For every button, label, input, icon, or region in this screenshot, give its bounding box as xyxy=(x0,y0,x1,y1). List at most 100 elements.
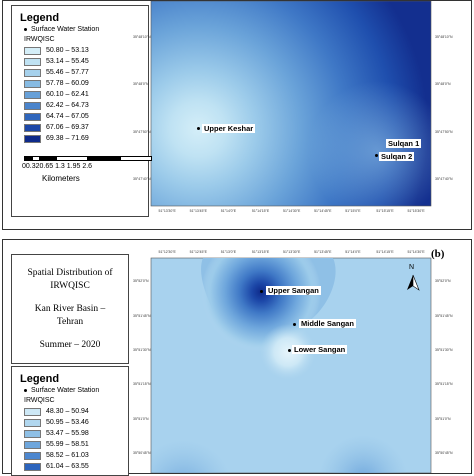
legend-class: 60.10 – 62.41 xyxy=(24,89,148,100)
legend-class: 48.30 – 50.94 xyxy=(24,406,128,417)
legend-class: 58.52 – 61.03 xyxy=(24,450,128,461)
scale-tick-labels: 00.320.65 1.3 1.95 2.6 xyxy=(22,163,93,170)
coordinate-label: 35°52'0"N xyxy=(133,279,149,284)
legend-swatch xyxy=(24,407,41,416)
legend-box-b: Legend Surface Water Station IRWQISC 48.… xyxy=(11,366,129,476)
legend-station-label: Surface Water Station xyxy=(31,26,100,33)
coordinate-label: 35°50'45"N xyxy=(133,450,151,455)
scale-segment xyxy=(56,156,88,161)
scale-segment xyxy=(40,156,56,161)
info-line: Spatial Distribution of xyxy=(27,268,113,278)
scale-unit-label: Kilometers xyxy=(42,174,80,183)
legend-box-a: Legend Surface Water Station IRWQISC 50.… xyxy=(11,5,152,217)
legend-swatch xyxy=(24,462,41,471)
coordinate-label: 35°48'10"N xyxy=(133,34,151,39)
coordinate-label: 35°51'30"N xyxy=(435,347,453,352)
station-label-upper-sangan: Upper Sangan xyxy=(266,286,321,295)
legend-class-label: 58.52 – 61.03 xyxy=(46,452,89,459)
legend-class-label: 50.80 – 53.13 xyxy=(46,47,89,54)
legend-class: 64.74 – 67.05 xyxy=(24,111,148,122)
station-dot-icon xyxy=(24,388,27,392)
info-line: Kan River Basin – xyxy=(34,304,106,314)
scale-segment xyxy=(88,156,120,161)
legend-swatch xyxy=(24,57,41,66)
coordinate-label: 51°13'30"E xyxy=(158,209,176,213)
coordinate-label: 35°51'15"N xyxy=(133,382,151,387)
coordinate-label: 35°51'0"N xyxy=(133,416,149,421)
legend-swatch xyxy=(24,68,41,77)
legend-swatch xyxy=(24,440,41,449)
legend-classes-a: 50.80 – 53.13 53.14 – 55.45 55.46 – 57.77 5… xyxy=(24,45,148,144)
coord-strip-b xyxy=(433,258,469,473)
coordinate-label: 51°15'15"E xyxy=(376,209,394,213)
legend-station-entry: Surface Water Station xyxy=(24,387,128,394)
scale-segment xyxy=(24,156,32,161)
legend-swatch xyxy=(24,134,41,143)
legend-class: 50.80 – 53.13 xyxy=(24,45,148,56)
station-marker-upper-sangan xyxy=(260,290,263,293)
panel-tag-b: (b) xyxy=(431,248,445,260)
legend-field-name: IRWQISC xyxy=(24,36,55,43)
coordinate-label: 51°12'30"E xyxy=(158,250,176,254)
legend-class-label: 64.74 – 67.05 xyxy=(46,113,89,120)
legend-class: 50.95 – 53.46 xyxy=(24,417,128,428)
coordinate-label: 51°13'45"E xyxy=(314,250,332,254)
legend-class-label: 67.06 – 69.37 xyxy=(46,124,89,131)
station-label-lower-sangan: Lower Sangan xyxy=(292,345,348,354)
legend-swatch xyxy=(24,90,41,99)
legend-class: 53.14 – 55.45 xyxy=(24,56,148,67)
station-marker-middle-sangan xyxy=(293,323,296,326)
coordinate-label: 35°51'45"N xyxy=(435,313,453,318)
legend-class-label: 69.38 – 71.69 xyxy=(46,135,89,142)
map-info: Spatial Distribution of IRWQISC Kan Rive… xyxy=(12,267,128,352)
coordinate-label: 35°51'15"N xyxy=(435,382,453,387)
legend-class: 53.47 – 55.98 xyxy=(24,428,128,439)
coordinate-label: 35°47'40"N xyxy=(133,177,151,182)
coordinate-label: 35°48'10"N xyxy=(435,34,453,39)
coordinate-label: 35°48'0"N xyxy=(133,82,149,87)
legend-swatch xyxy=(24,46,41,55)
legend-station-label: Surface Water Station xyxy=(31,387,100,394)
legend-class-label: 50.95 – 53.46 xyxy=(46,419,89,426)
coordinate-label: 35°47'50"N xyxy=(435,129,453,134)
north-arrow-label: N xyxy=(409,264,415,271)
coordinate-label: 51°12'45"E xyxy=(189,250,207,254)
coordinate-label: 35°48'0"N xyxy=(435,82,451,87)
legend-class-label: 53.14 – 55.45 xyxy=(46,58,89,65)
coordinate-label: 51°15'30"E xyxy=(407,209,425,213)
legend-title: Legend xyxy=(20,12,60,24)
legend-class-label: 55.46 – 57.77 xyxy=(46,69,89,76)
interpolated-surface-a xyxy=(150,1,469,207)
coordinate-label: 35°52'0"N xyxy=(435,279,451,284)
legend-swatch xyxy=(24,79,41,88)
legend-station-entry: Surface Water Station xyxy=(24,26,148,33)
scale-segment xyxy=(120,156,152,161)
coordinate-label: 51°14'15"E xyxy=(376,250,394,254)
legend-class-label: 53.47 – 55.98 xyxy=(46,430,89,437)
coordinate-label: 51°14'45"E xyxy=(314,209,332,213)
station-label-middle-sangan: Middle Sangan xyxy=(299,319,356,328)
station-label-upper-keshar: Upper Keshar xyxy=(202,124,256,133)
coordinate-label: 51°14'0"E xyxy=(345,250,361,254)
legend-class-label: 57.78 – 60.09 xyxy=(46,80,89,87)
legend-class-label: 60.10 – 62.41 xyxy=(46,91,89,98)
map-panel-b: (b) N Spatial Distribution of IRWQISC Ka… xyxy=(2,239,472,476)
legend-swatch xyxy=(24,123,41,132)
legend-class-label: 61.04 – 63.55 xyxy=(46,463,89,470)
legend-class-label: 55.99 – 58.51 xyxy=(46,441,89,448)
coordinate-label: 51°14'30"E xyxy=(283,209,301,213)
legend-class: 67.06 – 69.37 xyxy=(24,122,148,133)
legend-swatch xyxy=(24,429,41,438)
legend-swatch xyxy=(24,112,41,121)
coordinate-label: 51°14'0"E xyxy=(220,209,237,213)
legend-swatch xyxy=(24,451,41,460)
station-marker-lower-sangan xyxy=(288,349,291,352)
coordinate-label: 35°51'0"N xyxy=(435,416,451,421)
coord-strip-a xyxy=(433,1,469,206)
coordinate-label: 51°14'15"E xyxy=(251,209,270,213)
legend-class: 61.04 – 63.55 xyxy=(24,461,128,472)
legend-class-label: 62.42 – 64.73 xyxy=(46,102,89,109)
coordinate-label: 51°13'0"E xyxy=(220,250,237,254)
coordinate-label: 35°51'30"N xyxy=(133,347,151,352)
station-dot-icon xyxy=(24,27,27,31)
